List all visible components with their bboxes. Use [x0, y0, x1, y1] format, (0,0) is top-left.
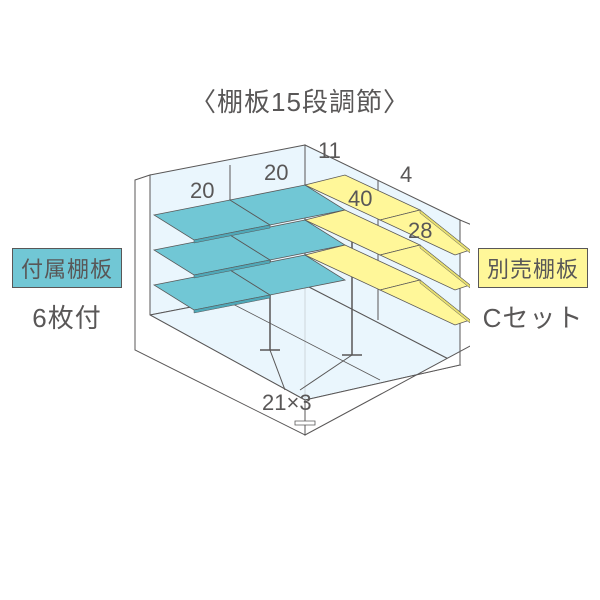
dim-20a: 20 — [264, 160, 288, 186]
left-callout: 付属棚板 6枚付 — [12, 248, 122, 335]
right-callout: 別売棚板 Cセット — [478, 248, 588, 335]
optional-shelf-badge: 別売棚板 — [478, 248, 588, 288]
dim-20b: 20 — [190, 178, 214, 204]
included-shelf-count: 6枚付 — [12, 298, 122, 335]
dim-28: 28 — [408, 218, 432, 244]
page-title: 〈棚板15段調節〉 — [190, 82, 410, 119]
dim-11: 11 — [318, 138, 341, 164]
dim-40: 40 — [348, 186, 372, 212]
room-diagram — [130, 135, 470, 475]
dim-21x3: 21×3 — [262, 390, 312, 416]
optional-shelf-set: Cセット — [478, 298, 588, 335]
included-shelf-badge: 付属棚板 — [12, 248, 122, 288]
dim-4: 4 — [400, 162, 412, 188]
